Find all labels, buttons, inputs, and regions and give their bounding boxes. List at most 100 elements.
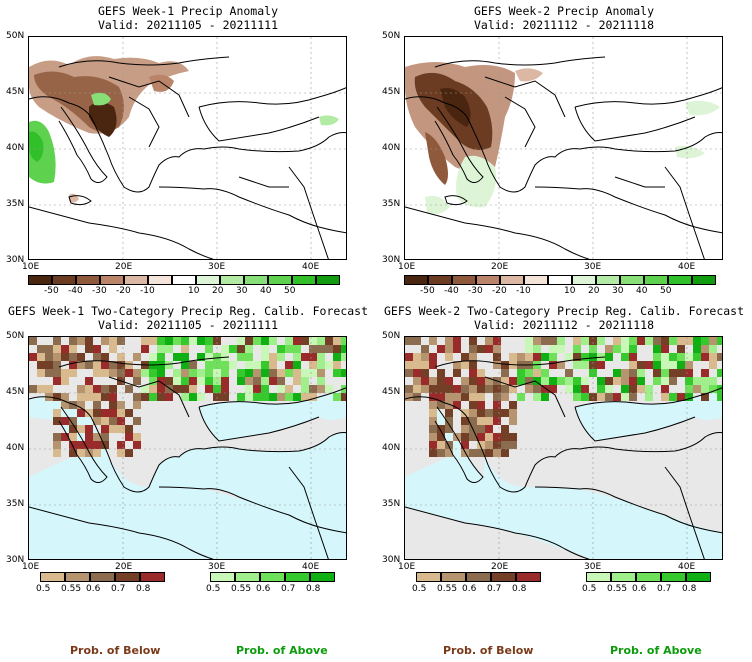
lon-label: 30E [584, 262, 602, 272]
colorbar-label: 40 [260, 286, 272, 296]
prob-cell [269, 353, 277, 361]
prob-cell [485, 449, 493, 457]
colorbar-swatch [310, 572, 335, 582]
prob-cell [117, 425, 125, 433]
panel-title: GEFS Week-2 Two-Category Precip Reg. Cal… [383, 304, 745, 318]
prob-cell [333, 345, 341, 353]
prob-cell [77, 385, 85, 393]
prob-cell [557, 345, 565, 353]
lat-label: 35N [382, 499, 401, 509]
prob-cell [445, 441, 453, 449]
prob-cell [453, 401, 461, 409]
prob-cell [717, 337, 722, 345]
prob-cell [597, 393, 605, 401]
panel-subtitle: Valid: 20211112 - 20211118 [473, 318, 654, 332]
prob-cell [581, 337, 589, 345]
prob-cell [253, 369, 261, 377]
colorbar-swatch [404, 275, 428, 285]
prob-cell [61, 433, 69, 441]
colorbar-label: -10 [140, 286, 155, 296]
prob-cell [621, 345, 629, 353]
wet-anomaly-cyprus [675, 145, 705, 159]
prob-cell [469, 377, 477, 385]
prob-cell [405, 337, 413, 345]
lon-label: 10E [398, 562, 416, 572]
colorbar-swatch [441, 572, 466, 582]
prob-cell [53, 409, 61, 417]
prob-cell [157, 393, 165, 401]
prob-cell [189, 385, 197, 393]
prob-cell [149, 393, 157, 401]
lon-label: 30E [208, 262, 226, 272]
prob-cell [493, 449, 501, 457]
prob-cell [69, 353, 77, 361]
prob-cell [125, 449, 133, 457]
prob-cell [629, 377, 637, 385]
colorbar-swatch [90, 572, 115, 582]
prob-cell [501, 425, 509, 433]
prob-cell [429, 337, 437, 345]
prob-cell [293, 361, 301, 369]
prob-cell [181, 393, 189, 401]
wet-anomaly-balkan [91, 92, 111, 106]
prob-cell [245, 393, 253, 401]
anomaly-colorbar: -50 -40 -30 -20 -10 10 20 30 40 50 [28, 275, 340, 297]
map-area [28, 336, 347, 560]
map-svg [405, 337, 722, 559]
prob-cell [261, 377, 269, 385]
prob-cell [109, 345, 117, 353]
prob-cell [101, 385, 109, 393]
prob-cell [37, 353, 45, 361]
prob-cell [341, 337, 346, 345]
map-area [404, 336, 723, 560]
prob-cell [653, 361, 661, 369]
prob-cell [557, 337, 565, 345]
prob-cell [29, 353, 37, 361]
prob-cell [461, 425, 469, 433]
prob-cell [477, 369, 485, 377]
prob-cell [109, 369, 117, 377]
prob-cell [221, 385, 229, 393]
prob-cell [77, 393, 85, 401]
prob-cell [437, 401, 445, 409]
prob-cell [693, 337, 701, 345]
prob-cell [453, 393, 461, 401]
prob-cell [477, 441, 485, 449]
prob-cell [133, 393, 141, 401]
colorbar-label: 0.7 [111, 584, 126, 594]
prob-cell [701, 345, 709, 353]
prob-cell [549, 361, 557, 369]
prob-cell [205, 377, 213, 385]
mediterranean [29, 455, 346, 559]
prob-cell [477, 449, 485, 457]
colorbar-swatch [524, 275, 548, 285]
prob-cell [173, 385, 181, 393]
colorbar-swatch [692, 275, 716, 285]
prob-cell [85, 441, 93, 449]
prob-cell [61, 377, 69, 385]
lat-label: 40N [6, 143, 25, 153]
prob-cell [117, 441, 125, 449]
prob-cells [29, 337, 346, 457]
prob-cell [333, 353, 341, 361]
colorbar-swatch [52, 275, 76, 285]
prob-cell [149, 377, 157, 385]
prob-cell [557, 377, 565, 385]
panel-subtitle: Valid: 20211112 - 20211118 [473, 18, 654, 32]
prob-cell [581, 353, 589, 361]
colorbar-swatch [268, 275, 292, 285]
prob-cell [101, 441, 109, 449]
colorbar-swatch [260, 572, 285, 582]
prob-cell [221, 345, 229, 353]
prob-cell [637, 377, 645, 385]
prob-cell [669, 337, 677, 345]
lon-label: 20E [115, 562, 133, 572]
prob-cell [245, 345, 253, 353]
prob-cell [453, 361, 461, 369]
prob-cell [245, 369, 253, 377]
prob-cell [37, 361, 45, 369]
prob-cell [549, 385, 557, 393]
prob-cell [645, 361, 653, 369]
dry-anomaly-italy [425, 132, 448, 185]
colorbar-swatch [476, 275, 500, 285]
